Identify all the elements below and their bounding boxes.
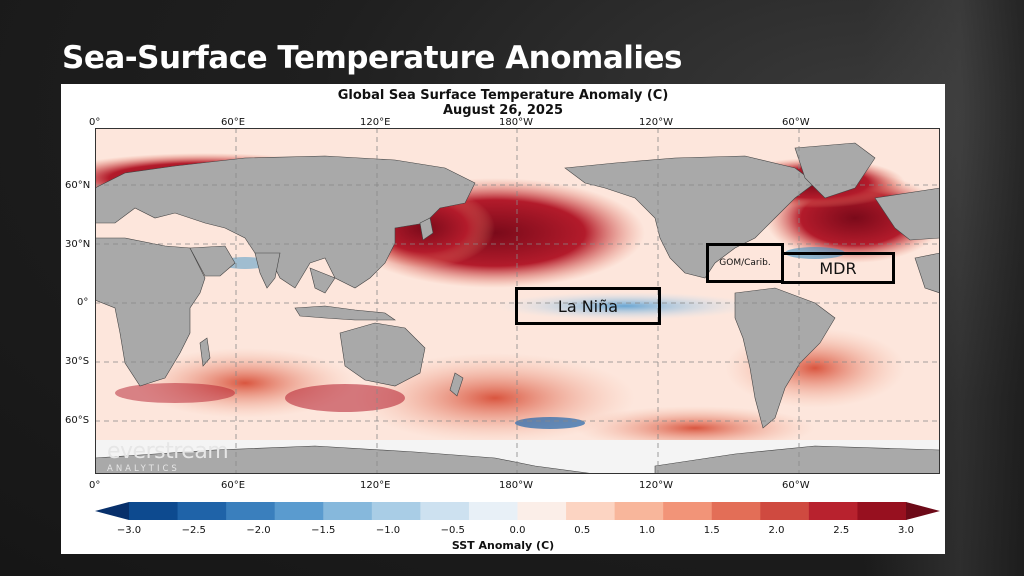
colorbar-segment xyxy=(566,502,616,520)
map-title-line2: August 26, 2025 xyxy=(442,103,564,118)
colorbar-tick-label: 1.5 xyxy=(703,525,720,536)
colorbar-segment xyxy=(663,502,713,520)
map-title: Global Sea Surface Temperature Anomaly (… xyxy=(61,88,945,118)
madagascar xyxy=(199,337,211,367)
colorbar-label: SST Anomaly (C) xyxy=(451,539,555,552)
lat-tick: 30°N xyxy=(65,239,91,250)
colorbar-segment xyxy=(371,502,421,520)
antarctica xyxy=(95,445,940,474)
new-zealand xyxy=(449,372,464,397)
colorbar-segment xyxy=(468,502,518,520)
la-nina-box xyxy=(515,287,661,325)
colorbar-tick-label: −1.0 xyxy=(375,525,401,536)
greenland xyxy=(794,142,876,199)
mdr-label: MDR xyxy=(819,259,857,278)
colorbar-extend-low xyxy=(95,502,129,520)
lat-tick: 60°S xyxy=(65,415,90,426)
colorbar-segment xyxy=(857,502,907,520)
colorbar-tick-label: −0.5 xyxy=(440,525,465,536)
colorbar-tick-label: 1.0 xyxy=(639,525,655,536)
colorbar xyxy=(95,502,940,520)
southern-cool-patch xyxy=(515,417,585,429)
colorbar-tick-label: 2.5 xyxy=(833,525,850,536)
colorbar-tick-label: −2.5 xyxy=(181,525,206,536)
colorbar-tick-label: 0.0 xyxy=(509,525,526,536)
south-america xyxy=(734,287,836,429)
lat-tick: 30°S xyxy=(65,356,90,367)
colorbar-segment xyxy=(129,502,179,520)
colorbar-segment xyxy=(614,502,664,520)
indonesia xyxy=(294,305,396,321)
colorbar-segment xyxy=(420,502,470,520)
colorbar-segment xyxy=(808,502,858,520)
map-title-line1: Global Sea Surface Temperature Anomaly (… xyxy=(337,88,669,103)
lon-tick-top: 180°W xyxy=(499,117,533,128)
lon-tick-bottom: 60°W xyxy=(782,480,810,491)
gom-carib-label: GOM/Carib. xyxy=(719,258,771,268)
slide-title: Sea-Surface Temperature Anomalies xyxy=(62,40,683,76)
colorbar-segment xyxy=(177,502,227,520)
logo-subtitle: ANALYTICS xyxy=(107,464,180,474)
japan xyxy=(419,217,434,241)
map-figure: Global Sea Surface Temperature Anomaly (… xyxy=(61,84,945,554)
colorbar-segment xyxy=(274,502,324,520)
colorbar-segment xyxy=(323,502,373,520)
west-africa-edge xyxy=(914,252,940,294)
colorbar-segment xyxy=(517,502,567,520)
lat-tick: 0° xyxy=(77,297,89,308)
lon-tick-top: 0° xyxy=(89,117,101,128)
lon-tick-top: 120°W xyxy=(639,117,673,128)
europe-west xyxy=(874,187,940,241)
australia xyxy=(339,322,426,387)
southern-ocean-warm-band xyxy=(115,383,235,403)
everstream-logo: everstream ANALYTICS xyxy=(107,439,229,475)
colorbar-tick-label: 3.0 xyxy=(898,525,914,536)
eurasia xyxy=(95,155,476,289)
colorbar-tick-label: 2.0 xyxy=(768,525,785,536)
lon-tick-bottom: 180°W xyxy=(499,480,533,491)
colorbar-segment xyxy=(226,502,276,520)
lon-tick-top: 120°E xyxy=(360,117,391,128)
map-frame xyxy=(95,128,940,474)
mdr-box xyxy=(781,252,895,284)
colorbar-segment xyxy=(760,502,810,520)
lon-tick-bottom: 0° xyxy=(89,480,101,491)
lon-tick-bottom: 60°E xyxy=(221,480,246,491)
colorbar-segment xyxy=(711,502,761,520)
arabia xyxy=(189,245,236,277)
colorbar-tick-label: −3.0 xyxy=(116,525,142,536)
graticule xyxy=(95,128,940,474)
southern-ocean-warm-band xyxy=(285,384,405,412)
lon-tick-bottom: 120°W xyxy=(639,480,673,491)
lon-tick-top: 60°W xyxy=(782,117,810,128)
colorbar-extend-high xyxy=(906,502,940,520)
colorbar-tick-label: −2.0 xyxy=(246,525,271,536)
land-masses xyxy=(95,142,940,474)
logo-wordmark: everstream xyxy=(107,439,229,464)
india xyxy=(254,252,281,289)
southern-ocean-warm-patch xyxy=(575,406,815,450)
lat-tick: 60°N xyxy=(65,180,91,191)
lon-tick-bottom: 120°E xyxy=(360,480,391,491)
colorbar-tick-label: 0.5 xyxy=(574,525,591,536)
lon-tick-top: 60°E xyxy=(221,117,246,128)
map-graphic xyxy=(95,128,940,474)
africa xyxy=(95,237,206,387)
equatorial-cool-tongue xyxy=(495,292,755,320)
la-nina-label: La Niña xyxy=(557,297,619,316)
colorbar-tick-label: −1.5 xyxy=(311,525,336,536)
southeast-asia xyxy=(309,267,336,294)
north-america xyxy=(564,155,816,279)
